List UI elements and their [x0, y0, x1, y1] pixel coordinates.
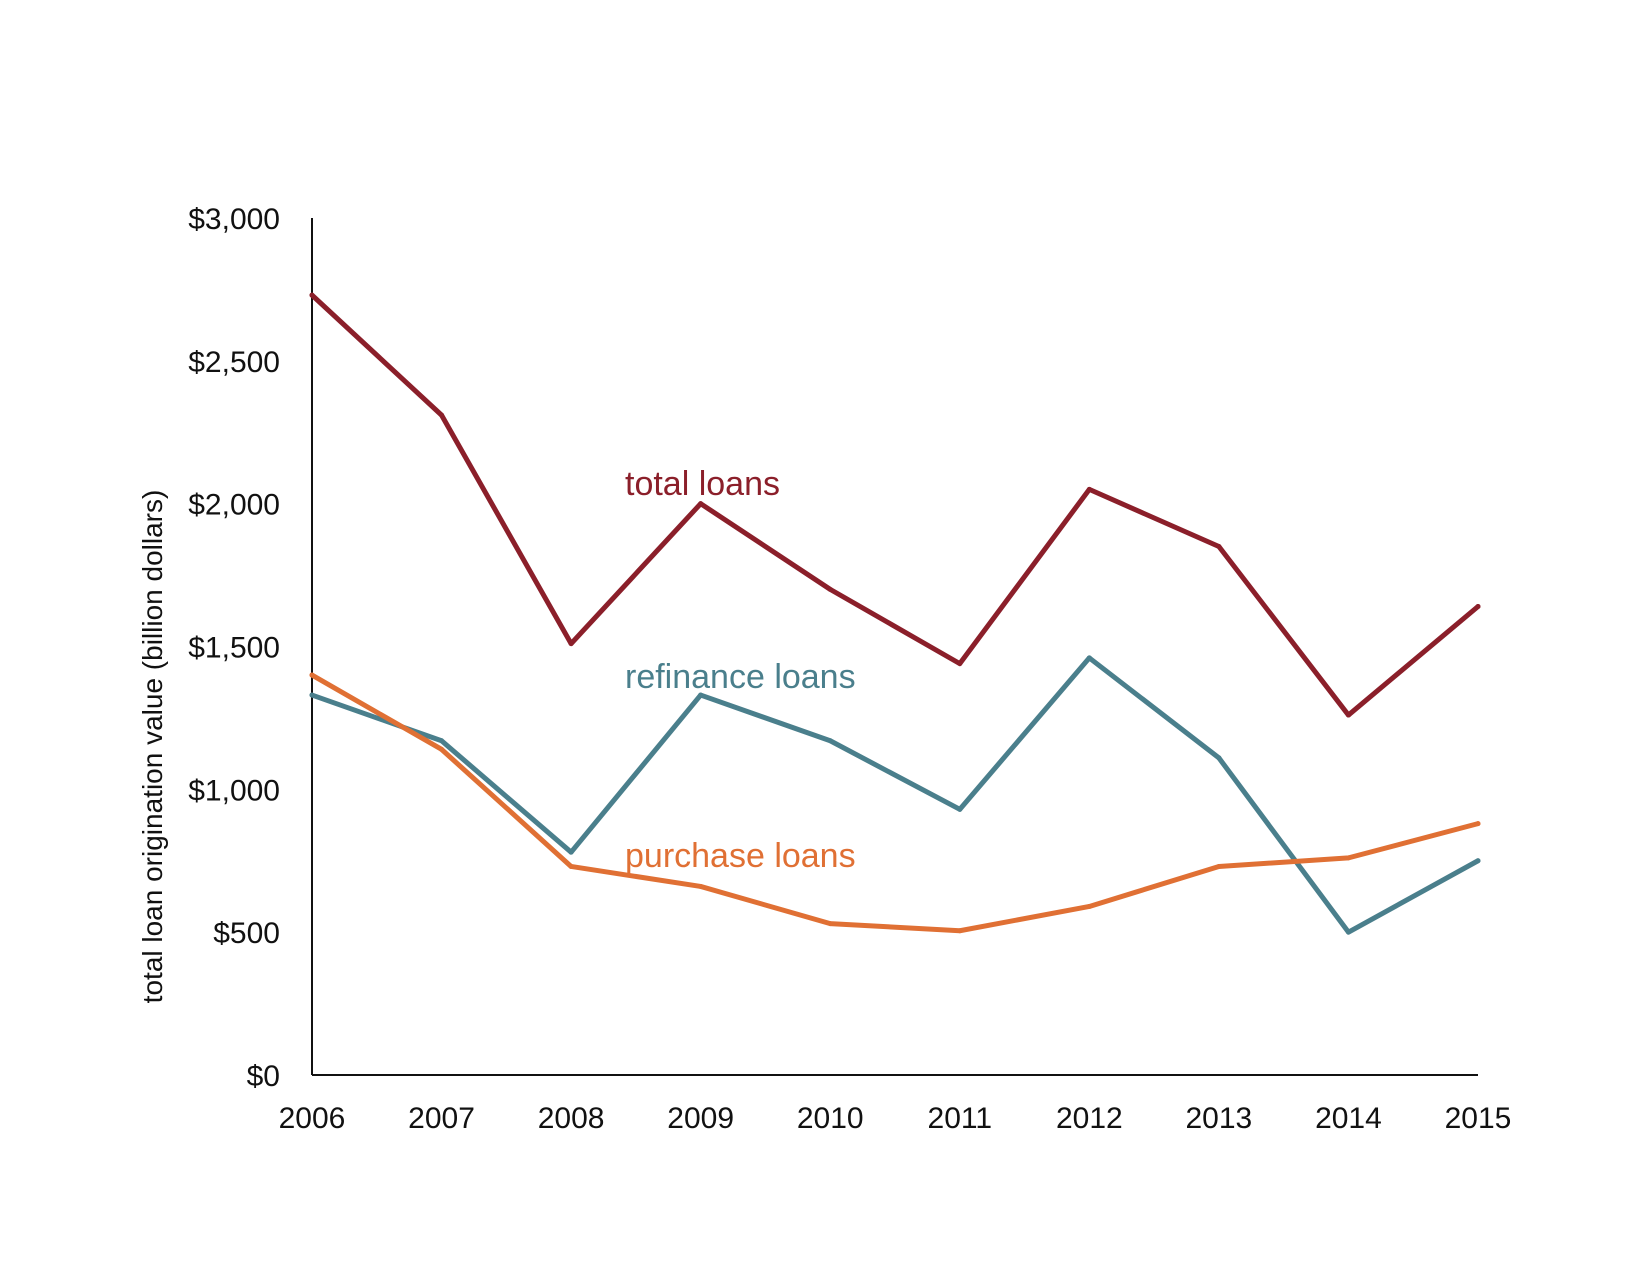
- series-label: refinance loans: [625, 658, 856, 696]
- y-tick-label: $1,500: [188, 632, 280, 665]
- data-point: [309, 692, 315, 698]
- data-point: [957, 661, 963, 667]
- data-point: [439, 738, 445, 744]
- data-point: [309, 292, 315, 298]
- x-tick-label: 2013: [1186, 1102, 1253, 1135]
- data-point: [1216, 755, 1222, 761]
- x-tick-label: 2014: [1315, 1102, 1382, 1135]
- series-label: total loans: [625, 465, 780, 503]
- data-point: [827, 738, 833, 744]
- series-lines: [309, 292, 1481, 935]
- data-point: [698, 501, 704, 507]
- data-point: [827, 586, 833, 592]
- data-point: [1216, 863, 1222, 869]
- data-point: [1345, 855, 1351, 861]
- series-line-purchase-loans: [309, 672, 1481, 934]
- data-point: [568, 849, 574, 855]
- data-point: [568, 863, 574, 869]
- data-point: [1345, 929, 1351, 935]
- data-point: [1475, 858, 1481, 864]
- data-point: [1216, 544, 1222, 550]
- y-axis-title: total loan origination value (billion do…: [137, 490, 168, 1004]
- data-point: [827, 921, 833, 927]
- data-point: [309, 672, 315, 678]
- data-point: [439, 746, 445, 752]
- y-tick-label: $2,500: [188, 346, 280, 379]
- data-point: [698, 883, 704, 889]
- x-tick-label: 2006: [279, 1102, 346, 1135]
- data-point: [698, 692, 704, 698]
- x-tick-label: 2009: [667, 1102, 734, 1135]
- x-tick-label: 2011: [928, 1102, 993, 1135]
- series-labels: total loans refinance loans purchase loans: [625, 465, 856, 875]
- y-tick-label: $3,000: [188, 203, 280, 236]
- x-tick-label: 2010: [797, 1102, 864, 1135]
- data-point: [1086, 486, 1092, 492]
- series-line-refinance-loans: [309, 655, 1481, 935]
- y-tick-label: $0: [247, 1060, 280, 1093]
- x-tick-label: 2008: [538, 1102, 605, 1135]
- x-tick-label: 2007: [408, 1102, 475, 1135]
- y-tick-label: $1,000: [188, 774, 280, 807]
- data-point: [957, 806, 963, 812]
- axes: [311, 218, 1478, 1076]
- y-tick-label: $500: [213, 917, 280, 950]
- series-line-total-loans: [309, 292, 1481, 718]
- data-point: [1086, 903, 1092, 909]
- data-point: [568, 641, 574, 647]
- y-tick-label: $2,000: [188, 489, 280, 522]
- x-tick-label: 2015: [1445, 1102, 1512, 1135]
- data-point: [1475, 604, 1481, 610]
- data-point: [1345, 712, 1351, 718]
- x-tick-label: 2012: [1056, 1102, 1123, 1135]
- series-label: purchase loans: [625, 837, 856, 875]
- data-point: [439, 412, 445, 418]
- data-point: [957, 928, 963, 934]
- data-point: [1475, 821, 1481, 827]
- x-tick-labels: 2006 2007 2008 2009 2010 2011 2012 2013 2014 2015: [279, 1102, 1512, 1135]
- data-point: [1086, 655, 1092, 661]
- y-tick-labels: $0 $500 $1,000 $1,500 $2,000 $2,500 $3,000: [188, 203, 280, 1093]
